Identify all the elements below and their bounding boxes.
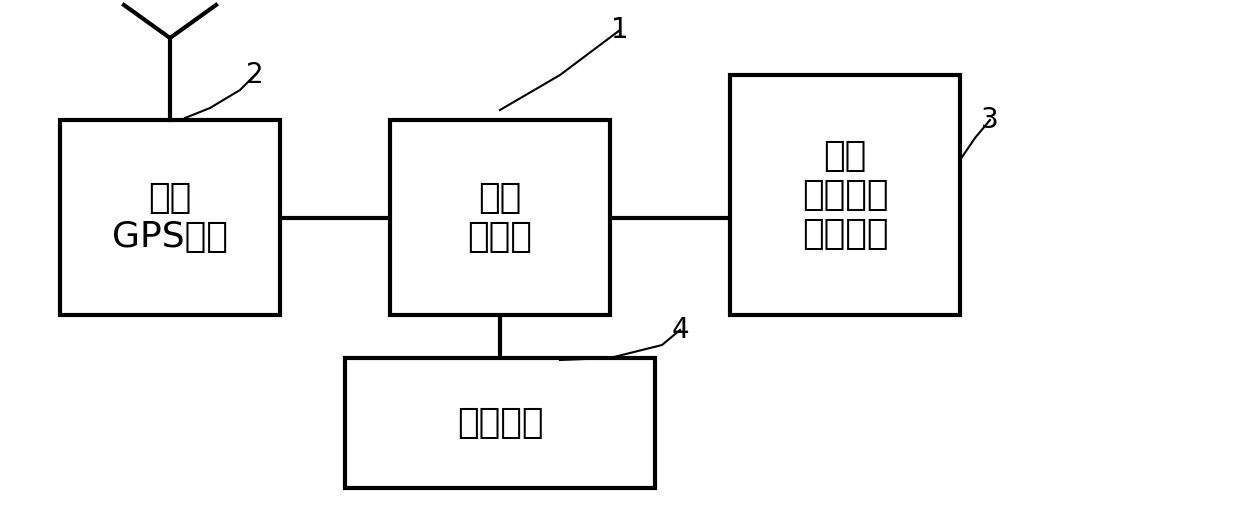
Bar (391, 120, 610, 315)
Text: 4: 4 (671, 316, 688, 344)
Bar (345, 358, 655, 488)
Text: 3: 3 (981, 106, 999, 134)
Text: 充电模块: 充电模块 (456, 406, 543, 440)
Text: 2: 2 (247, 61, 264, 89)
Text: 第一
无线串行
通信模块: 第一 无线串行 通信模块 (802, 138, 888, 251)
Bar (60, 120, 280, 315)
Text: 第一
微控器: 第一 微控器 (467, 181, 532, 254)
Bar (730, 75, 960, 315)
Text: 1: 1 (611, 16, 629, 44)
Text: 第一
GPS模块: 第一 GPS模块 (112, 181, 228, 254)
